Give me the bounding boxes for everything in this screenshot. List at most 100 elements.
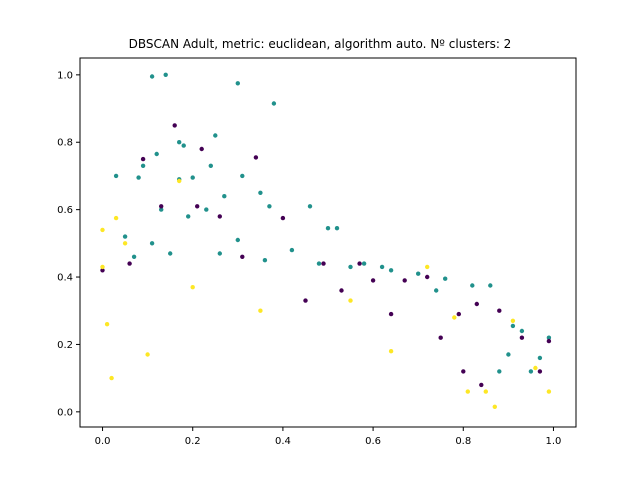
data-point	[334, 226, 340, 231]
data-point	[434, 288, 439, 293]
x-axis: 0.0 0.2 0.4 0.6 0.8 1.0	[95, 427, 562, 447]
series-2	[100, 178, 552, 409]
data-point	[217, 251, 222, 256]
points-layer	[100, 72, 552, 409]
data-point	[177, 178, 182, 184]
data-point	[262, 258, 268, 263]
data-point	[208, 163, 213, 168]
y-tick-label: 1.0	[57, 70, 73, 81]
data-point	[258, 308, 263, 313]
y-axis: 0.0 0.2 0.4 0.6 0.8 1.0	[57, 70, 80, 418]
data-point	[388, 311, 394, 317]
data-point	[190, 175, 195, 180]
data-point	[240, 173, 245, 179]
data-point	[497, 369, 502, 374]
data-point	[127, 261, 132, 266]
data-point	[528, 369, 534, 374]
data-point	[199, 146, 204, 152]
data-point	[149, 241, 155, 246]
data-point	[280, 215, 286, 221]
data-point	[325, 226, 331, 231]
data-point	[163, 72, 168, 78]
data-point	[443, 276, 448, 281]
data-point	[100, 268, 105, 273]
data-point	[113, 215, 119, 221]
data-point	[425, 274, 430, 280]
data-point	[168, 251, 173, 256]
y-tick-label: 0.6	[57, 205, 73, 216]
data-point	[388, 268, 394, 273]
data-point	[140, 163, 146, 168]
data-point	[131, 254, 137, 259]
data-point	[177, 140, 182, 145]
data-point	[357, 261, 362, 266]
data-point	[510, 318, 516, 323]
data-point	[149, 74, 155, 79]
data-point	[379, 264, 385, 270]
data-point	[546, 335, 552, 340]
data-point	[506, 352, 511, 357]
data-point	[388, 349, 394, 354]
data-point	[154, 151, 159, 157]
plot-frame	[79, 57, 577, 428]
data-point	[104, 322, 110, 327]
data-point	[181, 143, 186, 148]
data-point	[537, 355, 543, 361]
data-point	[402, 278, 407, 283]
data-point	[217, 214, 222, 219]
data-point	[159, 207, 164, 212]
data-point	[271, 101, 277, 106]
x-tick-label: 1.0	[546, 436, 562, 447]
data-point	[235, 237, 240, 243]
data-point	[213, 133, 218, 138]
data-point	[289, 247, 295, 253]
data-point	[186, 214, 191, 219]
data-point	[253, 155, 259, 160]
data-point	[456, 311, 461, 317]
data-point	[100, 227, 105, 233]
data-point	[145, 352, 150, 357]
series-0	[113, 72, 552, 374]
data-point	[479, 382, 484, 388]
data-point	[348, 264, 353, 270]
data-point	[519, 328, 525, 334]
x-tick-label: 0.6	[365, 436, 381, 447]
data-point	[537, 369, 543, 374]
data-point	[452, 315, 457, 320]
data-point	[122, 234, 128, 239]
data-point	[140, 156, 146, 162]
data-point	[497, 308, 502, 313]
data-point	[483, 389, 488, 394]
data-point	[122, 241, 128, 246]
data-point	[416, 271, 421, 276]
x-tick-label: 0.2	[185, 436, 201, 447]
data-point	[159, 204, 164, 209]
data-point	[172, 123, 177, 128]
data-point	[190, 285, 195, 290]
series-1	[100, 123, 552, 388]
data-point	[361, 261, 367, 266]
data-point	[316, 261, 322, 266]
y-tick-label: 0.2	[57, 340, 73, 351]
data-point	[136, 175, 141, 180]
data-point	[307, 204, 313, 209]
data-point	[348, 298, 353, 303]
data-point	[195, 204, 200, 209]
data-point	[303, 298, 308, 303]
data-point	[546, 389, 552, 394]
data-point	[339, 288, 344, 293]
data-point	[222, 194, 227, 199]
data-point	[425, 264, 430, 270]
data-point	[204, 207, 209, 212]
y-tick-label: 0.8	[57, 138, 73, 149]
data-point	[240, 254, 245, 259]
data-point	[492, 404, 497, 409]
x-tick-label: 0.4	[275, 436, 291, 447]
data-point	[109, 375, 114, 381]
data-point	[546, 338, 552, 344]
data-point	[235, 81, 240, 86]
y-tick-label: 0.4	[57, 273, 73, 284]
data-point	[470, 283, 475, 288]
data-point	[321, 261, 326, 266]
